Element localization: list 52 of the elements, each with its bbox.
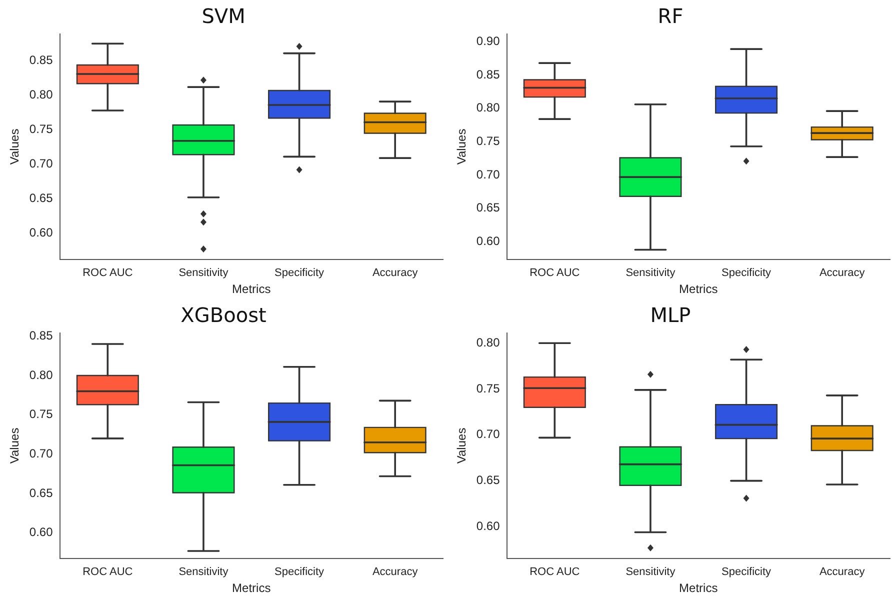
y-tick-label: 0.70 xyxy=(476,167,500,182)
y-tick-label: 0.90 xyxy=(476,34,500,48)
x-tick-label: Accuracy xyxy=(372,267,418,280)
chart-title: SVM xyxy=(202,4,246,28)
chart-title: XGBoost xyxy=(180,303,266,328)
x-axis-title: Metrics xyxy=(232,581,271,596)
y-tick-label: 0.60 xyxy=(476,519,500,534)
y-tick-label: 0.70 xyxy=(29,156,54,171)
x-tick-label: Specificity xyxy=(722,566,772,578)
x-tick-label: Sensitivity xyxy=(626,267,676,280)
y-tick-label: 0.80 xyxy=(476,335,500,350)
chart-title: MLP xyxy=(650,303,691,328)
x-tick-label: Specificity xyxy=(274,267,325,280)
y-tick-label: 0.85 xyxy=(29,328,54,342)
x-tick-label: Sensitivity xyxy=(178,267,229,280)
x-tick-label: Sensitivity xyxy=(178,566,229,578)
x-tick-label: ROC AUC xyxy=(530,267,580,280)
y-axis-title: Values xyxy=(454,128,469,165)
y-tick-label: 0.65 xyxy=(476,473,500,488)
y-tick-label: 0.65 xyxy=(476,200,500,215)
y-tick-label: 0.85 xyxy=(29,53,54,68)
y-axis-title: Values xyxy=(8,128,22,165)
y-tick-label: 0.80 xyxy=(476,100,500,115)
x-tick-label: ROC AUC xyxy=(82,566,133,578)
y-axis-title: Values xyxy=(454,428,469,464)
x-tick-label: ROC AUC xyxy=(530,566,580,578)
chart-title: RF xyxy=(658,4,684,28)
x-tick-label: Accuracy xyxy=(819,267,866,280)
x-tick-label: Specificity xyxy=(722,267,772,280)
x-axis-title: Metrics xyxy=(679,581,718,596)
y-tick-label: 0.60 xyxy=(29,525,54,540)
x-axis-title: Metrics xyxy=(232,282,271,296)
x-axis-title: Metrics xyxy=(679,282,718,296)
x-tick-label: ROC AUC xyxy=(82,267,133,280)
x-tick-label: Accuracy xyxy=(819,566,866,578)
y-tick-label: 0.65 xyxy=(29,486,54,500)
y-tick-label: 0.70 xyxy=(29,446,54,461)
y-axis-title: Values xyxy=(8,428,22,464)
y-tick-label: 0.70 xyxy=(476,427,500,442)
y-tick-label: 0.60 xyxy=(476,234,500,248)
y-tick-label: 0.60 xyxy=(29,226,54,240)
x-tick-label: Accuracy xyxy=(372,566,418,578)
y-tick-label: 0.80 xyxy=(29,368,54,382)
y-tick-label: 0.75 xyxy=(476,381,500,396)
y-tick-label: 0.80 xyxy=(29,88,54,102)
x-tick-label: Sensitivity xyxy=(626,566,676,578)
y-tick-label: 0.75 xyxy=(476,134,500,148)
y-tick-label: 0.75 xyxy=(29,122,54,136)
x-tick-label: Specificity xyxy=(274,566,325,578)
y-tick-label: 0.75 xyxy=(29,407,54,422)
y-tick-label: 0.85 xyxy=(476,67,500,82)
y-tick-label: 0.65 xyxy=(29,191,54,206)
